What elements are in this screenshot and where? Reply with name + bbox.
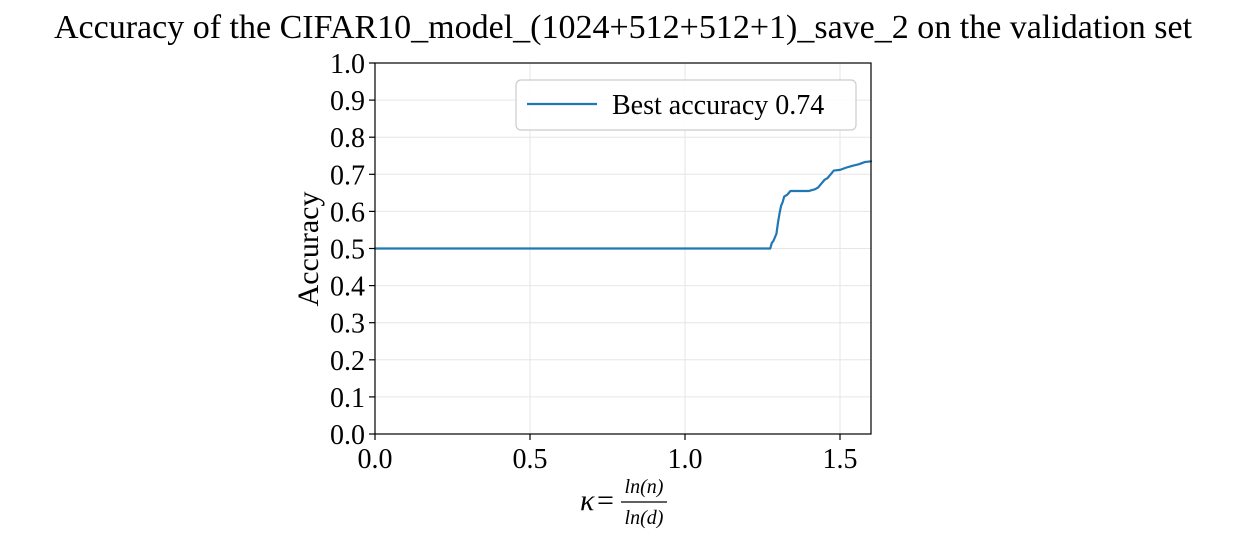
y-tick-label: 0.2 [330,346,365,377]
x-tick-label: 0.0 [358,444,393,475]
y-tick-label: 0.6 [330,197,365,228]
series-line-best-accuracy [373,160,873,250]
y-tick-labels: 0.0 0.1 0.2 0.3 0.4 0.5 0.6 0.7 0.8 0.9 1.0 [330,49,365,451]
y-tick-label: 0.9 [330,86,365,117]
x-tick-labels: 0.0 0.5 1.0 1.5 [358,444,858,475]
y-axis-label: Accuracy [292,192,325,307]
legend-box [515,79,857,131]
y-tick-label: 0.8 [330,123,365,154]
x-axis-label-denominator: ln(d) [625,507,664,529]
x-tick-label: 1.5 [823,444,858,475]
y-tick-label: 0.5 [330,235,365,266]
x-axis-label-equals: = [597,484,614,517]
x-tick-label: 1.0 [668,444,703,475]
chart-title: Accuracy of the CIFAR10_model_(1024+512+… [54,9,1193,46]
y-tick-label: 0.7 [330,160,365,191]
ticks [369,62,841,440]
series-layer [373,160,873,250]
y-tick-label: 0.1 [330,383,365,414]
x-axis-label: κ = ln(n) ln(d) [580,476,667,529]
legend: Best accuracy 0.74 [515,79,857,131]
x-axis-label-kappa: κ [580,484,595,517]
y-tick-label: 0.4 [330,272,365,303]
y-tick-label: 0.0 [330,420,365,451]
y-tick-label: 0.3 [330,309,365,340]
y-tick-label: 1.0 [330,49,365,80]
x-tick-label: 0.5 [513,444,548,475]
x-axis-label-numerator: ln(n) [625,476,664,498]
legend-label: Best accuracy 0.74 [612,90,824,121]
